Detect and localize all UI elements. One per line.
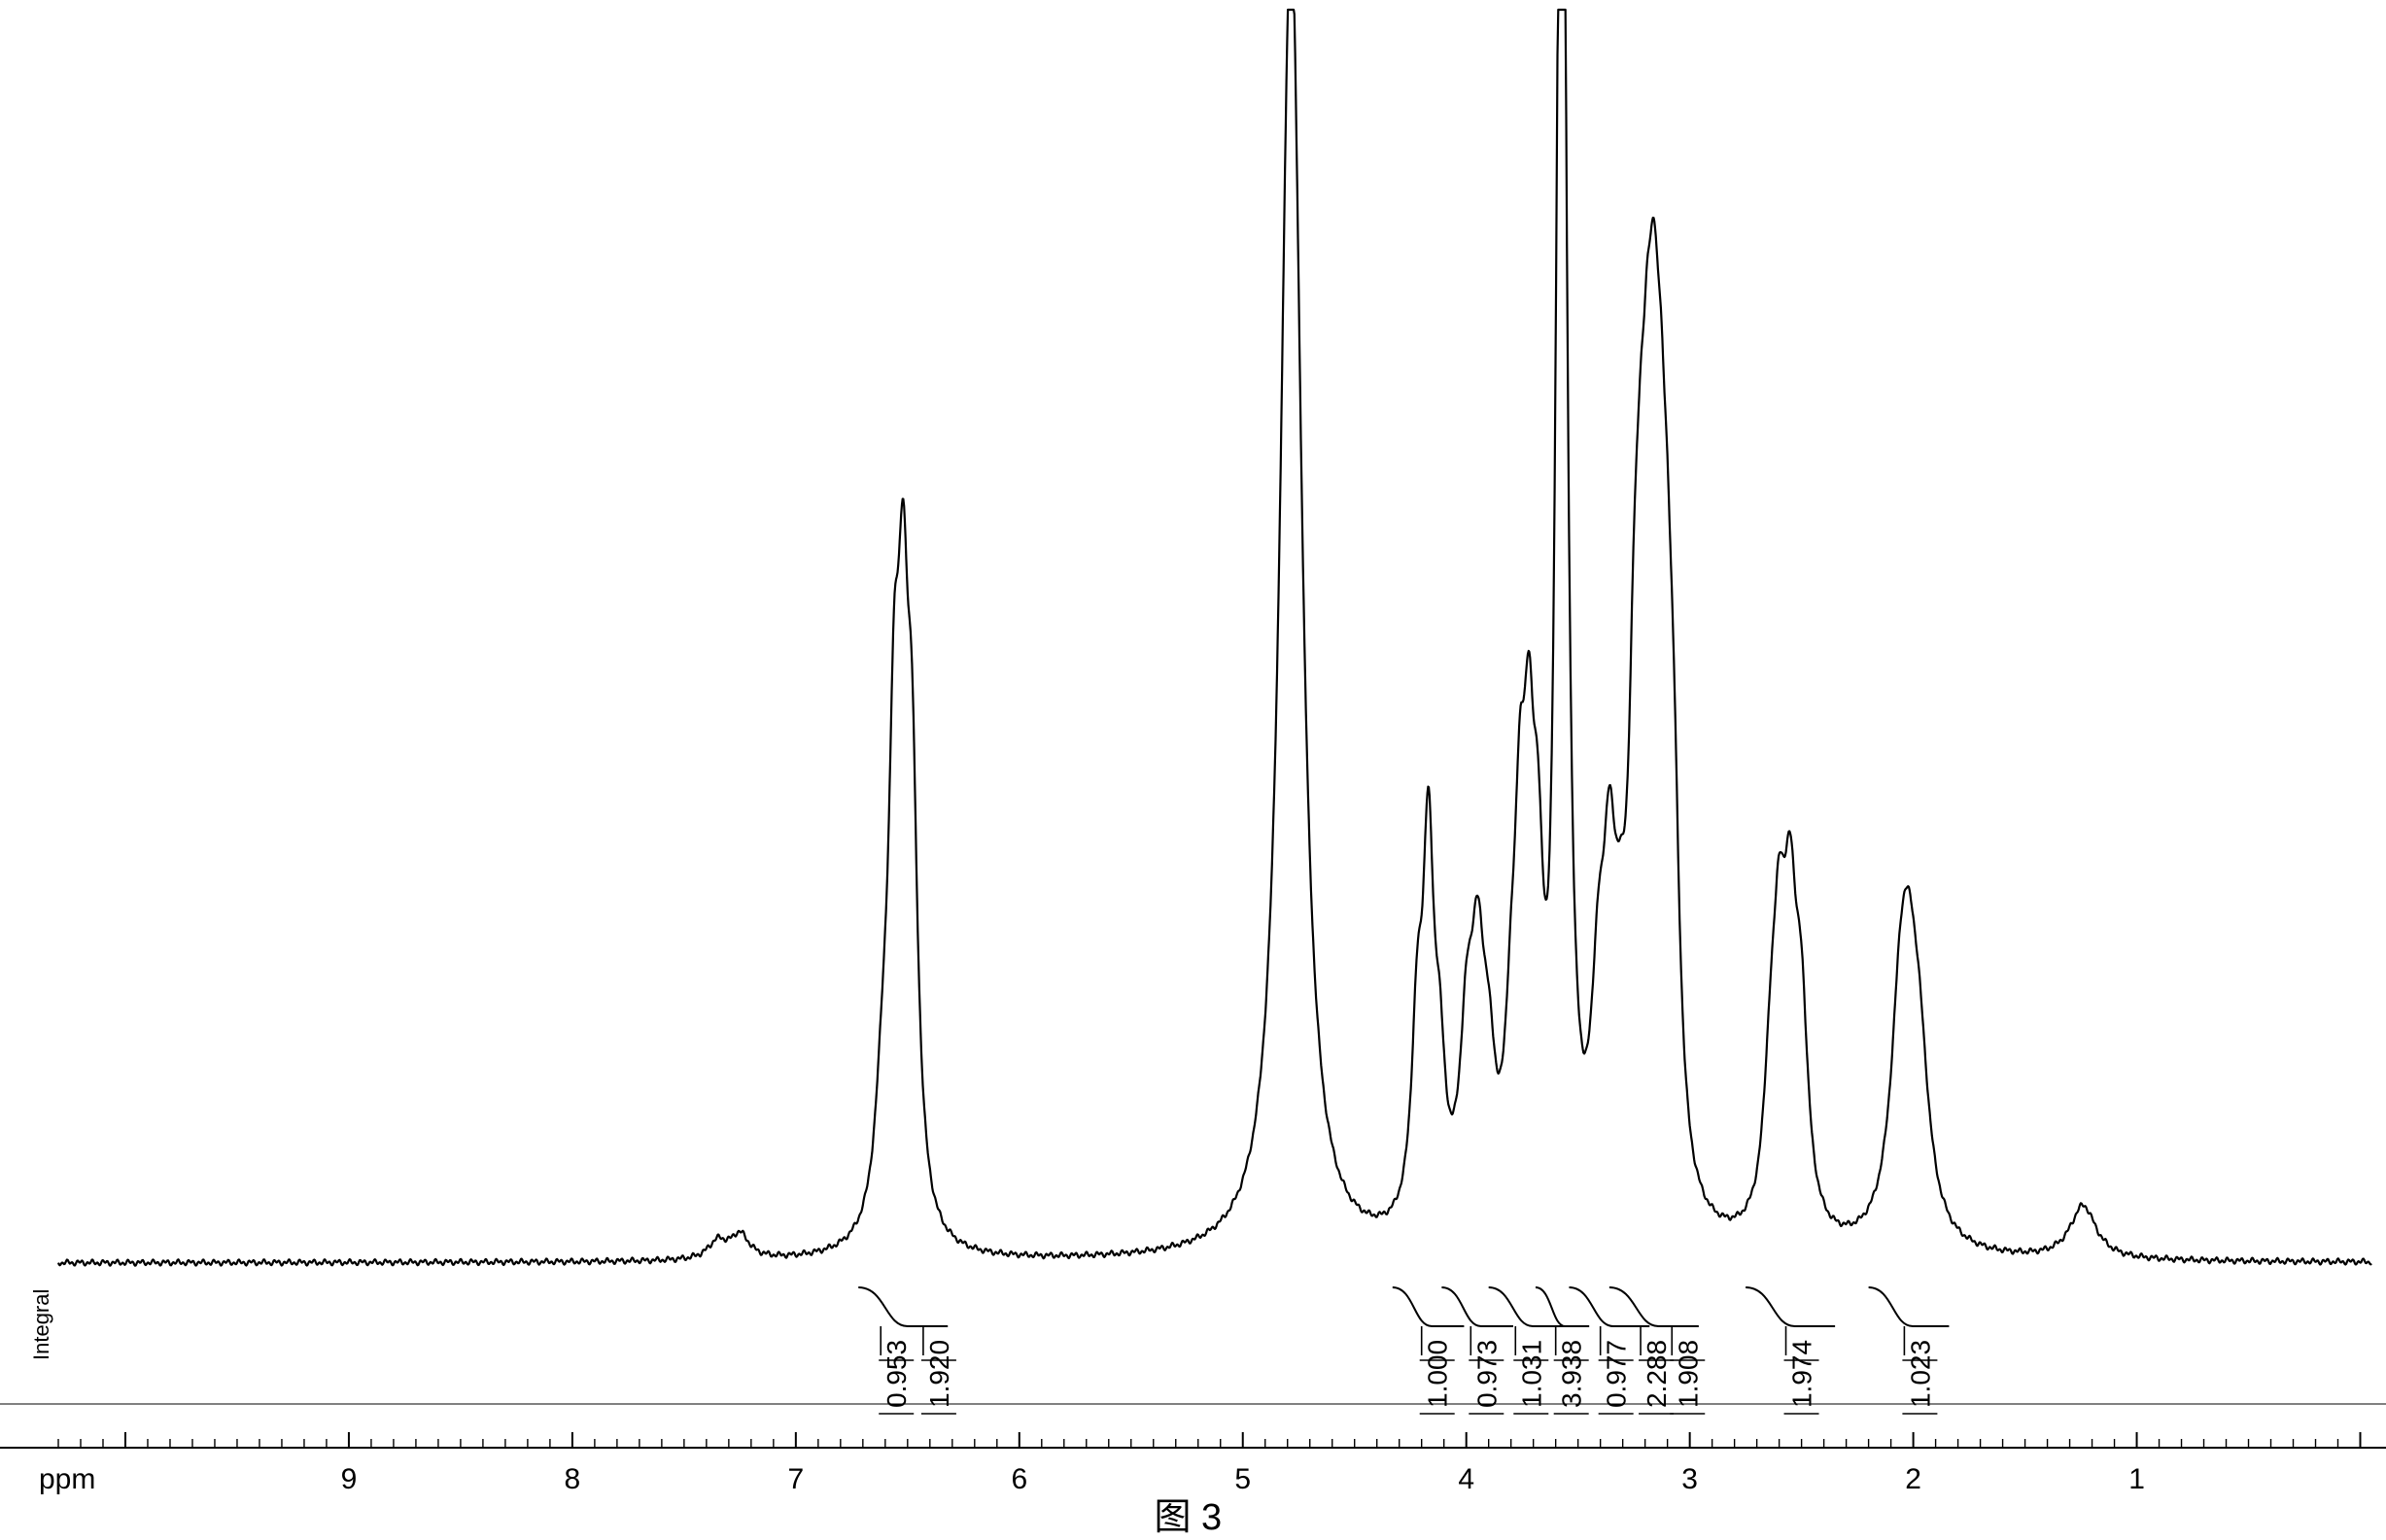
- integral-value: 0.953: [882, 1340, 912, 1408]
- x-tick-label: 3: [1681, 1463, 1698, 1495]
- integral-curve: [858, 1287, 948, 1326]
- integral-curve: [1569, 1287, 1649, 1326]
- x-tick-label: 4: [1458, 1463, 1474, 1495]
- figure-caption: 图 3: [1155, 1487, 1223, 1540]
- integral-value: 0.977: [1602, 1340, 1632, 1408]
- integral-curve: [1869, 1287, 1950, 1326]
- x-tick-label: 7: [787, 1463, 804, 1495]
- integral-value: 2.288: [1642, 1340, 1672, 1408]
- integral-value: 1.023: [1905, 1340, 1935, 1408]
- spectrum-trace: [58, 10, 2371, 1266]
- integral-value: 0.973: [1471, 1340, 1502, 1408]
- integral-curve: [1536, 1287, 1589, 1326]
- x-tick-label: 9: [341, 1463, 358, 1495]
- x-tick-label: 6: [1011, 1463, 1027, 1495]
- integral-value: 1.000: [1423, 1340, 1453, 1408]
- integral-value: 1.908: [1673, 1340, 1703, 1408]
- x-tick-label: 5: [1234, 1463, 1251, 1495]
- x-tick-label: 2: [1905, 1463, 1921, 1495]
- x-tick-label: 1: [2128, 1463, 2145, 1495]
- axis-label: ppm: [39, 1463, 95, 1495]
- integral-curve: [1746, 1287, 1835, 1326]
- integral-value: 3.938: [1557, 1340, 1587, 1408]
- x-tick-label: 8: [565, 1463, 581, 1495]
- nmr-figure: 9 8 7 6 5 4 3 2 1 ppm Integral 0.953 1.920 1.000 0.973…: [0, 0, 2386, 1540]
- integral-label: Integral: [29, 1289, 53, 1360]
- nmr-svg: 9 8 7 6 5 4 3 2 1 ppm Integral 0.953 1.920 1.000 0.973…: [0, 0, 2386, 1540]
- integral-value: 1.974: [1787, 1340, 1817, 1408]
- integral-value: 1.031: [1516, 1340, 1546, 1408]
- integral-curve: [1609, 1287, 1699, 1326]
- integral-value: 1.920: [924, 1340, 954, 1408]
